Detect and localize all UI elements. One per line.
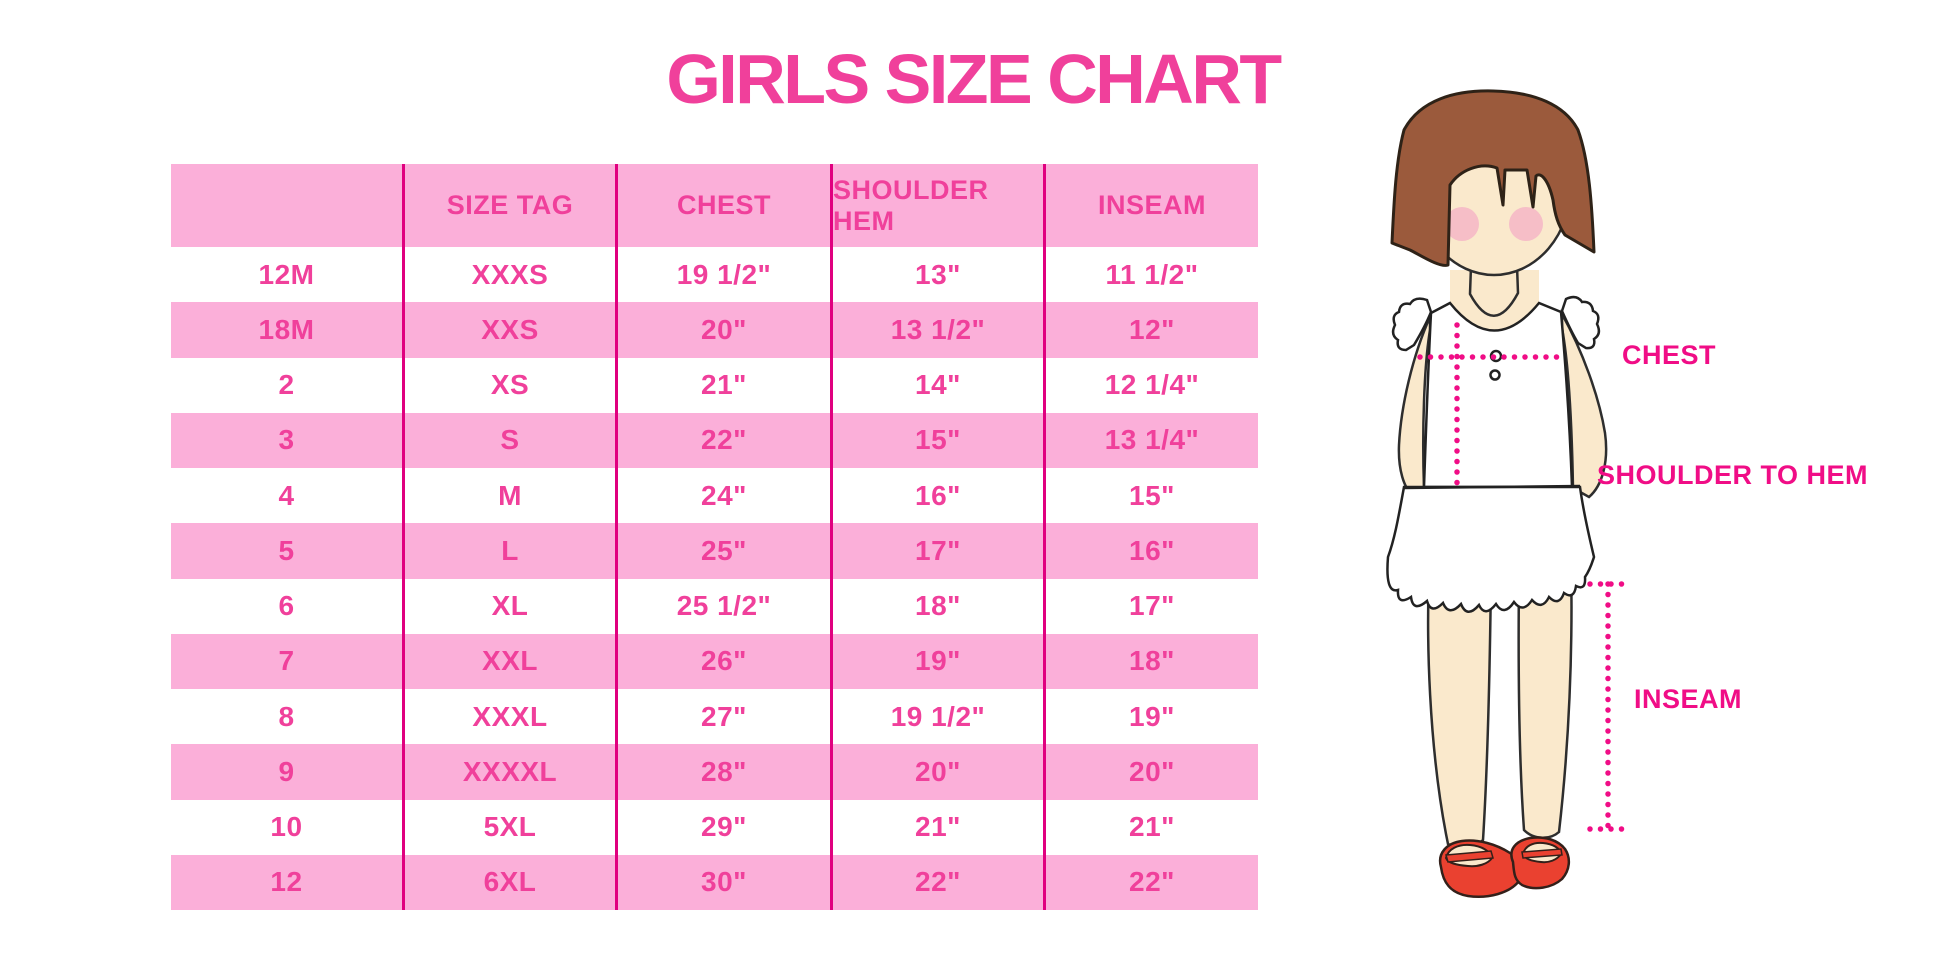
table-cell: L: [402, 523, 615, 579]
skirt: [1386, 485, 1596, 613]
arms: [1397, 309, 1608, 499]
table-row: 3 S 22" 15" 13 1/4": [171, 412, 1258, 468]
measurement-lines: [1417, 322, 1625, 832]
table-cell: 5: [278, 534, 295, 566]
table-cell: 17": [1043, 578, 1258, 634]
table-cell: 5XL: [402, 799, 615, 855]
table-cell: 13 1/2": [830, 302, 1043, 358]
table-cell: 22": [615, 412, 830, 468]
table-cell: 20": [615, 302, 830, 358]
table-cell: 18M: [258, 313, 315, 345]
table-cell: 27": [615, 689, 830, 745]
table-row: 2 XS 21" 14" 12 1/4": [171, 357, 1258, 413]
table-cell: 19": [1043, 689, 1258, 745]
table-cell: XXXL: [402, 689, 615, 745]
table-cell: 25 1/2": [615, 578, 830, 634]
table-cell: 12": [1043, 302, 1258, 358]
table-cell: 19": [830, 633, 1043, 689]
table-cell: M: [402, 468, 615, 524]
table-cell: 28": [615, 744, 830, 800]
table-row: 8 XXXL 27" 19 1/2" 19": [171, 689, 1258, 745]
table-cell: 21": [615, 357, 830, 413]
table-cell: 3: [278, 424, 295, 456]
table-cell: 20": [830, 744, 1043, 800]
table-cell: 15": [1043, 468, 1258, 524]
left-arm: [1397, 316, 1432, 498]
blush: [1445, 207, 1543, 241]
table-cell: 12M: [258, 258, 315, 290]
table-cell: 7: [278, 645, 295, 677]
shoulder-to-hem-label: SHOULDER TO HEM: [1597, 460, 1869, 490]
girls-size-table: SIZE TAG CHEST SHOULDER HEM INSEAM 12M XXXS 19…: [171, 164, 1258, 910]
table-cell: 26": [615, 633, 830, 689]
column-header: SHOULDER HEM: [830, 164, 1043, 247]
table-cell: 16": [830, 468, 1043, 524]
table-row: 7 XXL 26" 19" 18": [171, 633, 1258, 689]
table-cell: 8: [278, 700, 295, 732]
table-row: 6 XL 25 1/2" 18" 17": [171, 578, 1258, 634]
table-cell: 6XL: [402, 854, 615, 910]
girl-illustration: [1386, 89, 1625, 898]
inseam-label: INSEAM: [1634, 684, 1743, 714]
waist-line: [1403, 484, 1581, 490]
table-cell: 18": [830, 578, 1043, 634]
table-cell: 21": [1043, 799, 1258, 855]
table-cell: XXXXL: [402, 744, 615, 800]
table-cell: 4: [278, 479, 295, 511]
table-cell: 13 1/4": [1043, 412, 1258, 468]
column-header: CHEST: [615, 164, 830, 247]
table-row: 18M XXS 20" 13 1/2" 12": [171, 302, 1258, 358]
table-cell: 14": [830, 357, 1043, 413]
table-cell: 16": [1043, 523, 1258, 579]
chest-label: CHEST: [1622, 340, 1717, 370]
column-header: [171, 164, 402, 247]
table-header-row: SIZE TAG CHEST SHOULDER HEM INSEAM: [171, 164, 1258, 247]
table-cell: XXL: [402, 633, 615, 689]
table-row: 12M XXXS 19 1/2" 13" 11 1/2": [171, 247, 1258, 303]
right-arm: [1560, 309, 1608, 499]
table-cell: 18": [1043, 633, 1258, 689]
table-cell: 30": [615, 854, 830, 910]
table-cell: 12 1/4": [1043, 357, 1258, 413]
table-cell: 25": [615, 523, 830, 579]
column-header: INSEAM: [1043, 164, 1258, 247]
table-cell: 9: [278, 755, 295, 787]
table-cell: 6: [278, 590, 295, 622]
table-cell: 12: [270, 866, 303, 898]
table-cell: 11 1/2": [1043, 247, 1258, 303]
right-sleeve-ruffle: [1560, 295, 1601, 350]
table-cell: XXXS: [402, 247, 615, 303]
hair: [1390, 89, 1596, 267]
table-cell: 29": [615, 799, 830, 855]
table-cell: 21": [830, 799, 1043, 855]
dress-bodice: [1391, 295, 1601, 489]
table-cell: 24": [615, 468, 830, 524]
table-row: 5 L 25" 17" 16": [171, 523, 1258, 579]
column-header: SIZE TAG: [402, 164, 615, 247]
table-cell: XXS: [402, 302, 615, 358]
table-cell: 15": [830, 412, 1043, 468]
left-sleeve-ruffle: [1391, 297, 1433, 352]
table-cell: XL: [402, 578, 615, 634]
shoes: [1438, 836, 1571, 898]
table-cell: 2: [278, 369, 295, 401]
table-cell: 19 1/2": [830, 689, 1043, 745]
table-row: 10 5XL 29" 21" 21": [171, 799, 1258, 855]
table-cell: 17": [830, 523, 1043, 579]
table-cell: 10: [270, 811, 303, 843]
table-cell: 22": [1043, 854, 1258, 910]
table-cell: XS: [402, 357, 615, 413]
table-cell: S: [402, 412, 615, 468]
table-row: 9 XXXXL 28" 20" 20": [171, 744, 1258, 800]
table-row: 4 M 24" 16" 15": [171, 468, 1258, 524]
page-title: GIRLS SIZE CHART: [666, 40, 1282, 118]
table-cell: 22": [830, 854, 1043, 910]
table-cell: 13": [830, 247, 1043, 303]
table-cell: 20": [1043, 744, 1258, 800]
table-row: 12 6XL 30" 22" 22": [171, 854, 1258, 910]
table-cell: 19 1/2": [615, 247, 830, 303]
